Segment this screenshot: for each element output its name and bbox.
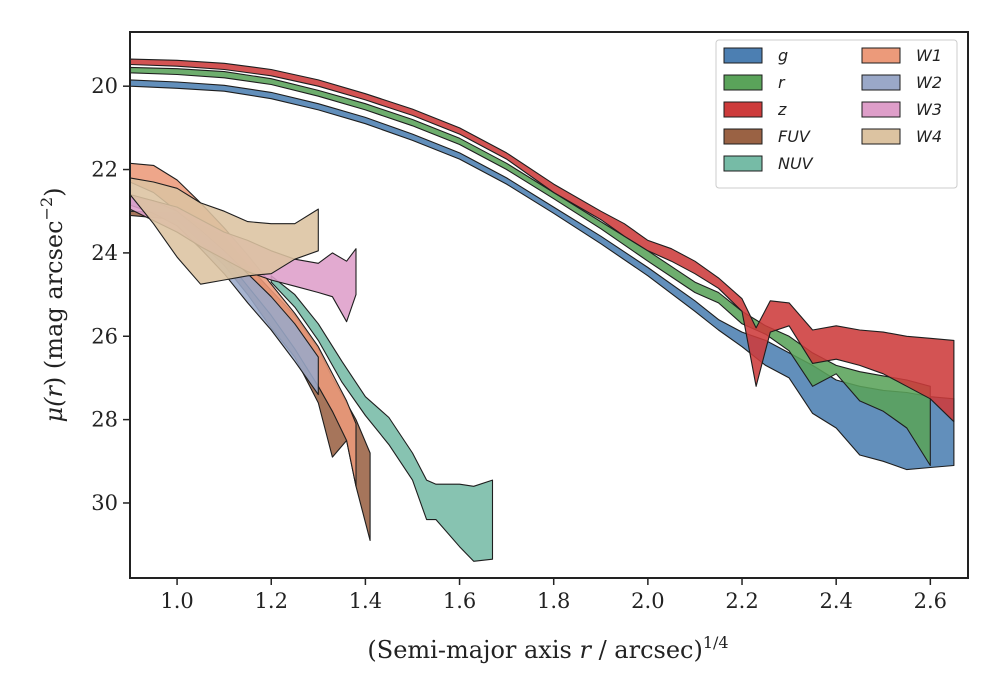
legend-swatch-NUV [723,155,763,172]
series-band-NUV [270,275,494,562]
x-axis-label: (Semi-major axis r / arcsec)1/4 [367,633,728,664]
y-tick-label: 20 [91,74,118,98]
legend-label-NUV: NUV [778,154,814,173]
x-tick-label: 2.2 [725,589,758,613]
series-band-W4 [129,177,319,285]
plot-frame [129,31,969,579]
x-tick-label: 1.8 [537,589,570,613]
legend-label-z: z [777,100,787,119]
series-band-r [129,66,931,467]
legend-label-g: g [778,46,788,65]
y-tick-label: 22 [91,158,118,182]
legend-swatch-W1 [861,47,901,64]
legend-label-FUV: FUV [778,127,811,146]
x-tick-label: 1.4 [349,589,382,613]
legend: grz FUV NUV W1 W2 W3 W4 [715,39,958,189]
y-tick-label: 30 [91,491,118,515]
legend-swatch-W4 [861,128,901,145]
series-band-g [129,79,955,471]
x-tick-label: 2.0 [631,589,664,613]
series-layer [129,58,955,562]
y-tick-label: 28 [91,408,118,432]
legend-label-W3: W3 [916,100,942,119]
legend-swatch-FUV [723,128,763,145]
x-tick-label: 2.6 [914,589,947,613]
y-tick-label: 24 [91,241,118,265]
legend-label-W1: W1 [916,46,942,65]
legend-swatch-W2 [861,74,901,91]
legend-label-W4: W4 [916,127,942,146]
x-tick-label: 1.0 [160,589,193,613]
legend-swatch-W3 [861,101,901,118]
legend-label-r: r [778,73,786,92]
x-tick-label: 1.6 [443,589,476,613]
x-tick-label: 2.4 [819,589,852,613]
y-axis-label: μ(r) (mag arcsec−2) [37,187,68,422]
ticks-layer: 1.0 1.2 1.4 1.6 1.8 2.0 2.2 2.4 2.6 20 22 24 26 28 30 [91,74,947,613]
series-band-z [129,58,955,423]
legend-swatch-z [723,101,763,118]
legend-label-W2: W2 [916,73,942,92]
legend-swatch-r [723,74,763,91]
y-tick-label: 26 [91,324,118,348]
legend-swatch-g [723,47,763,64]
x-tick-label: 1.2 [255,589,288,613]
